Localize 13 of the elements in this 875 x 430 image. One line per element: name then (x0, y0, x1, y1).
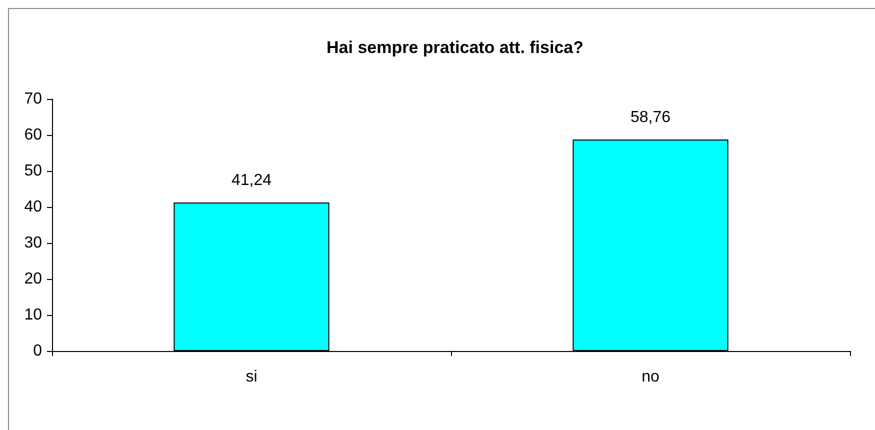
x-tick-label: no (642, 368, 660, 386)
data-label: 58,76 (630, 108, 671, 126)
x-tick-label: si (246, 368, 258, 386)
y-tick-label: 10 (24, 306, 42, 324)
y-tick-label: 60 (24, 126, 42, 144)
y-tick-label: 20 (24, 270, 42, 288)
y-tick-label: 30 (24, 234, 42, 252)
chart-title: Hai sempre praticato att. fisica? (326, 38, 584, 57)
y-tick-label: 50 (24, 162, 42, 180)
data-label: 41,24 (231, 172, 272, 190)
y-tick-label: 70 (24, 90, 42, 108)
y-tick-label: 40 (24, 198, 42, 216)
y-tick-label: 0 (33, 342, 42, 360)
